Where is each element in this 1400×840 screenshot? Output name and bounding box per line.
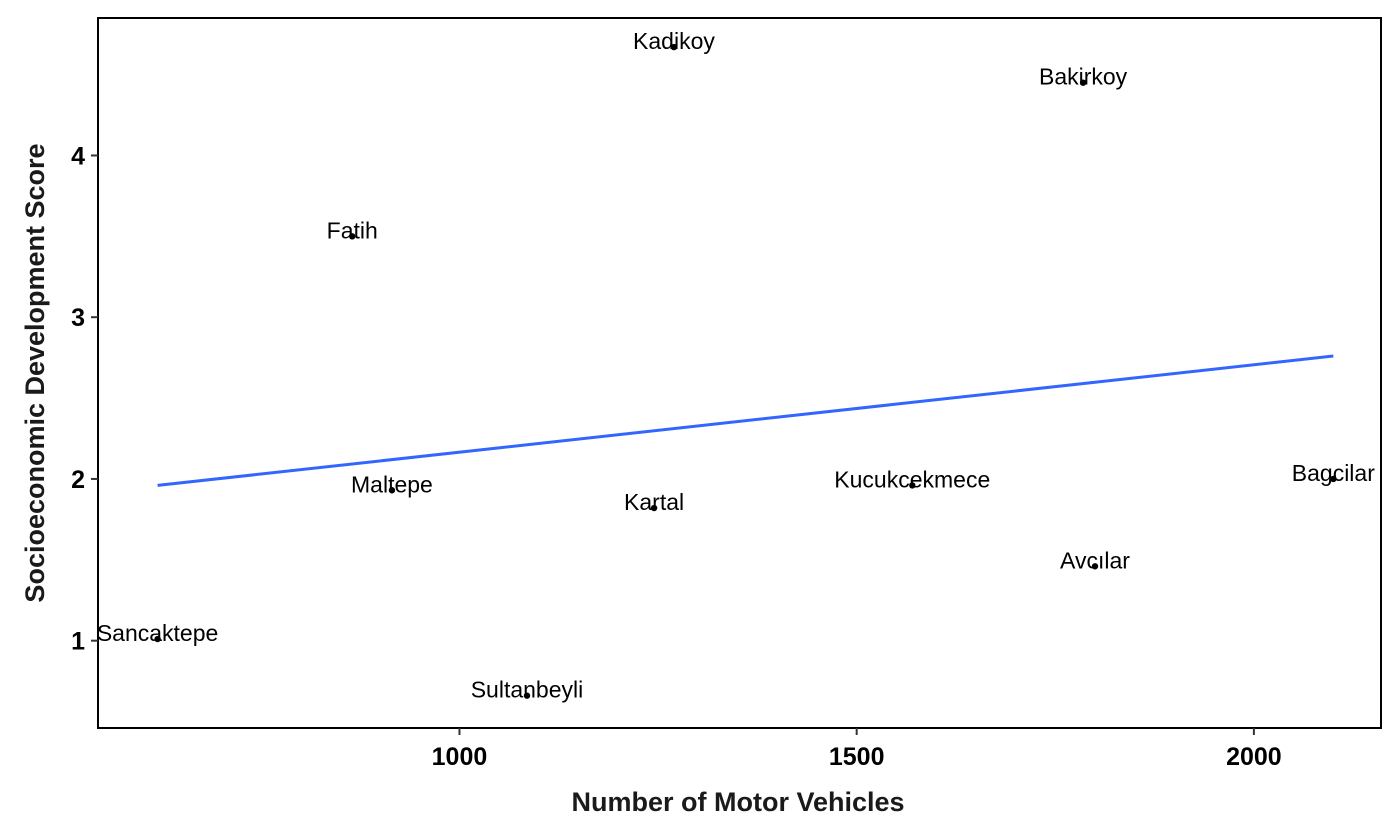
x-tick-label: 1500 [829, 743, 885, 771]
x-tick-label: 1000 [432, 743, 488, 771]
data-point [1091, 563, 1099, 570]
point-label: Kartal [624, 489, 684, 515]
point-label: Sancaktepe [97, 620, 218, 646]
x-axis-title: Number of Motor Vehicles [571, 787, 904, 817]
point-label: Sultanbeyli [471, 677, 584, 703]
point-label: Avcılar [1060, 547, 1130, 573]
point-label: Maltepe [351, 471, 433, 497]
trend-line-layer [157, 354, 1334, 487]
point-labels-layer: Kadikoy Bakirkoy Fatih Maltepe Kartal Kucukce… [97, 28, 1375, 703]
y-tick-label: 3 [71, 304, 85, 332]
data-point [154, 635, 161, 643]
y-axis-title: Socioeconomic Development Score [20, 143, 50, 602]
point-label: Bakirkoy [1039, 64, 1128, 90]
data-point [349, 233, 356, 240]
data-point [388, 487, 396, 494]
trend-line [157, 354, 1334, 487]
data-point [1330, 475, 1337, 483]
y-tick-label: 2 [71, 466, 85, 494]
point-label: Bagcilar [1292, 460, 1375, 486]
y-tick-label: 1 [71, 628, 85, 656]
y-tick-label: 4 [71, 142, 85, 170]
points-layer [154, 43, 1337, 699]
point-label: Kadikoy [633, 28, 715, 54]
data-point [670, 43, 678, 51]
y-axis: 1 2 3 4 [71, 142, 98, 656]
data-point [909, 482, 916, 489]
data-point [650, 504, 658, 512]
data-point [1079, 79, 1087, 86]
x-tick-label: 2000 [1226, 743, 1282, 771]
x-axis: 1000 1500 2000 [432, 728, 1282, 771]
point-label: Kucukcekmece [834, 466, 990, 492]
data-point [523, 692, 531, 699]
point-label: Fatih [327, 217, 378, 243]
